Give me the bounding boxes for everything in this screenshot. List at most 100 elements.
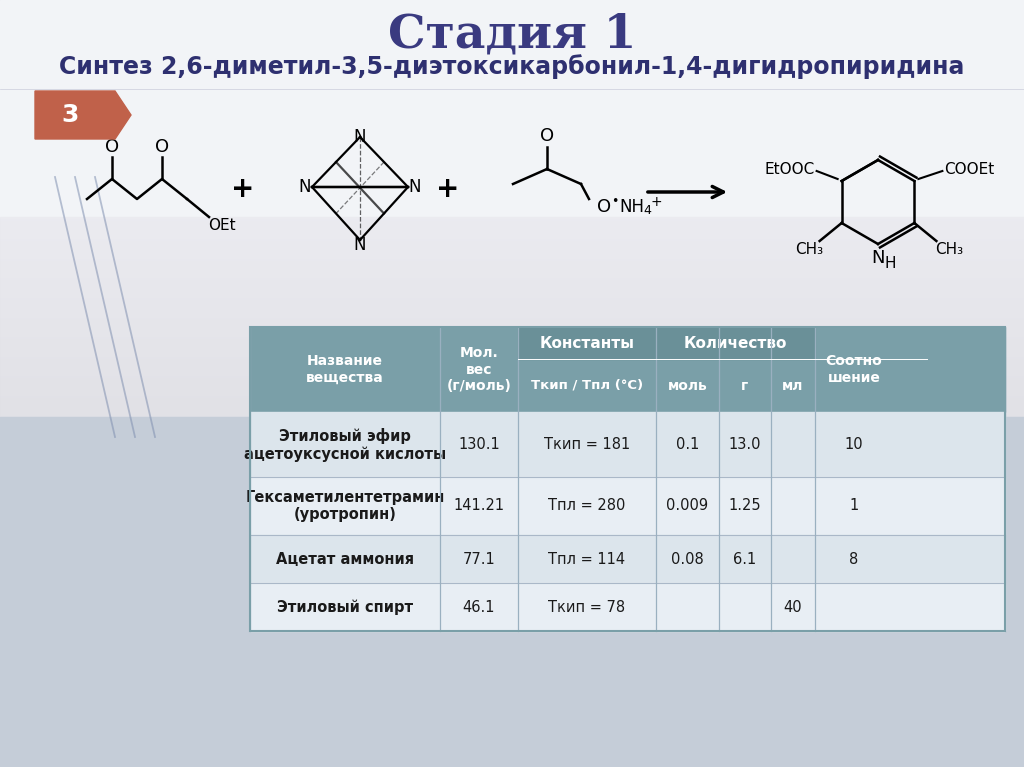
Bar xyxy=(0,246,1024,247)
Bar xyxy=(0,300,1024,301)
Bar xyxy=(0,229,1024,230)
Bar xyxy=(0,231,1024,232)
Bar xyxy=(0,317,1024,318)
Bar xyxy=(250,412,1005,477)
Bar xyxy=(0,415,1024,416)
Text: Синтез 2,6-диметил-3,5-диэтоксикарбонил-1,4-дигидропиридина: Синтез 2,6-диметил-3,5-диэтоксикарбонил-… xyxy=(59,54,965,80)
Text: N: N xyxy=(871,249,885,267)
Bar xyxy=(0,396,1024,397)
Bar xyxy=(0,234,1024,235)
Text: Соотно
шение: Соотно шение xyxy=(825,354,883,384)
Bar xyxy=(0,416,1024,417)
Bar xyxy=(0,277,1024,278)
Text: O: O xyxy=(104,138,119,156)
Bar xyxy=(0,250,1024,251)
Bar xyxy=(0,318,1024,319)
Bar xyxy=(0,313,1024,314)
Text: CH₃: CH₃ xyxy=(796,242,823,256)
Bar xyxy=(0,267,1024,268)
Bar xyxy=(0,321,1024,322)
Bar xyxy=(0,380,1024,381)
Bar xyxy=(0,336,1024,337)
Bar xyxy=(0,356,1024,357)
Bar xyxy=(0,331,1024,332)
Bar xyxy=(0,320,1024,321)
Bar xyxy=(0,372,1024,373)
Text: Тпл = 114: Тпл = 114 xyxy=(549,551,626,567)
Bar xyxy=(0,359,1024,360)
Text: мл: мл xyxy=(782,378,804,393)
Text: 46.1: 46.1 xyxy=(463,600,496,614)
Bar xyxy=(656,327,815,359)
Bar xyxy=(0,296,1024,297)
Bar xyxy=(0,310,1024,311)
Text: +: + xyxy=(651,195,663,209)
Text: Тпл = 280: Тпл = 280 xyxy=(548,499,626,513)
Bar xyxy=(0,228,1024,229)
Bar xyxy=(0,275,1024,276)
Text: CH₃: CH₃ xyxy=(935,242,964,256)
Text: O: O xyxy=(155,138,169,156)
Bar xyxy=(0,276,1024,277)
Text: Стадия 1: Стадия 1 xyxy=(388,11,636,57)
Bar xyxy=(0,241,1024,242)
Bar xyxy=(0,333,1024,334)
Bar xyxy=(0,254,1024,255)
Bar xyxy=(0,312,1024,313)
Bar xyxy=(0,394,1024,395)
Bar xyxy=(0,342,1024,343)
Bar xyxy=(0,347,1024,348)
Text: 141.21: 141.21 xyxy=(454,499,505,513)
Bar xyxy=(0,413,1024,414)
Bar xyxy=(0,414,1024,415)
Text: 1.25: 1.25 xyxy=(729,499,761,513)
Bar xyxy=(0,335,1024,336)
Bar xyxy=(0,236,1024,237)
Bar xyxy=(0,410,1024,411)
Text: Ацетат аммония: Ацетат аммония xyxy=(275,551,414,567)
Bar xyxy=(0,386,1024,387)
Text: H: H xyxy=(885,256,896,272)
Bar xyxy=(0,346,1024,347)
Text: N: N xyxy=(353,236,367,254)
Bar xyxy=(0,233,1024,234)
Bar xyxy=(0,297,1024,298)
Bar xyxy=(0,385,1024,386)
Bar xyxy=(0,334,1024,335)
Bar xyxy=(0,242,1024,243)
Bar xyxy=(0,348,1024,349)
Bar xyxy=(0,258,1024,259)
Bar xyxy=(0,227,1024,228)
Text: Константы: Константы xyxy=(540,335,635,351)
Bar xyxy=(0,309,1024,310)
Bar xyxy=(0,287,1024,288)
Bar xyxy=(0,401,1024,402)
Bar xyxy=(0,417,1024,767)
Bar xyxy=(0,218,1024,219)
Bar xyxy=(0,270,1024,271)
Bar xyxy=(0,264,1024,265)
Bar xyxy=(0,289,1024,290)
Bar xyxy=(0,374,1024,375)
Bar xyxy=(0,257,1024,258)
Bar xyxy=(0,235,1024,236)
Bar xyxy=(250,327,1005,412)
Bar xyxy=(0,223,1024,224)
Bar xyxy=(0,253,1024,254)
Bar xyxy=(0,350,1024,351)
Bar xyxy=(0,237,1024,238)
Bar xyxy=(0,240,1024,241)
Text: 13.0: 13.0 xyxy=(729,437,761,452)
Bar xyxy=(0,311,1024,312)
Bar xyxy=(0,357,1024,358)
Text: COOEt: COOEt xyxy=(944,162,994,176)
Bar xyxy=(0,251,1024,252)
Bar xyxy=(0,247,1024,248)
Bar xyxy=(0,248,1024,249)
Bar xyxy=(0,391,1024,392)
Bar xyxy=(0,271,1024,272)
Bar xyxy=(0,407,1024,408)
Text: •: • xyxy=(611,196,618,209)
Bar xyxy=(0,319,1024,320)
Text: Ткип / Тпл (°С): Ткип / Тпл (°С) xyxy=(530,379,643,392)
